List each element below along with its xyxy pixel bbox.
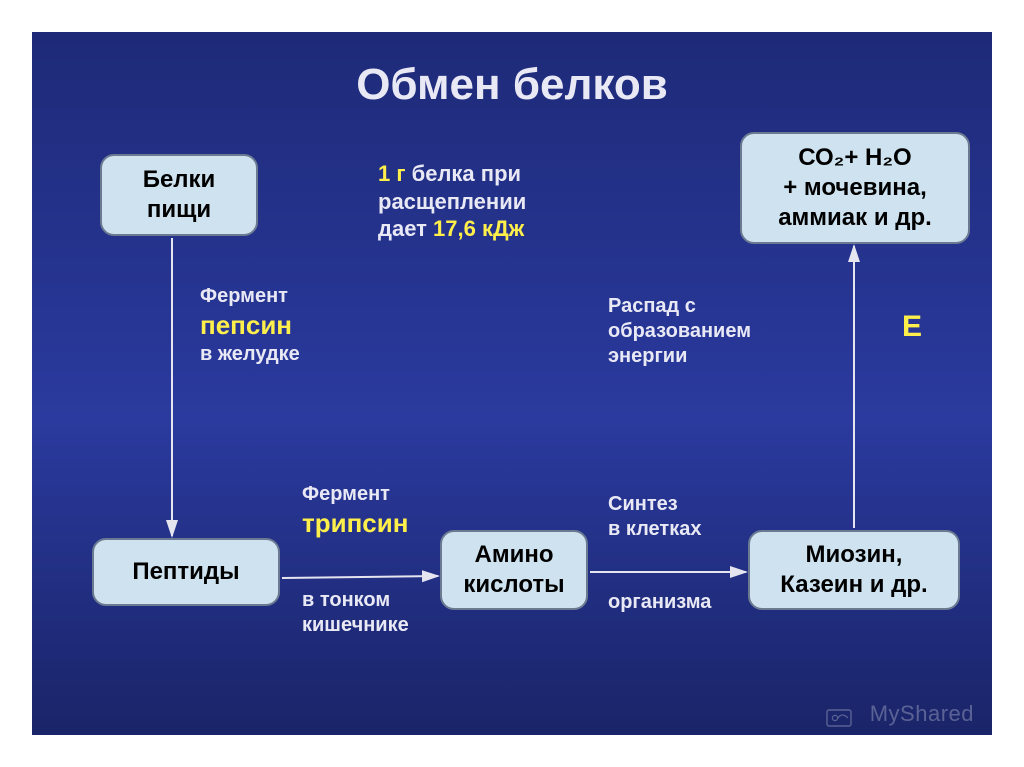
watermark-text: MyShared — [870, 701, 974, 727]
watermark-icon — [826, 709, 852, 727]
arrows-layer — [32, 32, 992, 735]
slide: Обмен белков Белки пищи СО₂+ Н₂О + мочев… — [32, 32, 992, 735]
arrow-peptidy-to-amino — [282, 576, 438, 578]
